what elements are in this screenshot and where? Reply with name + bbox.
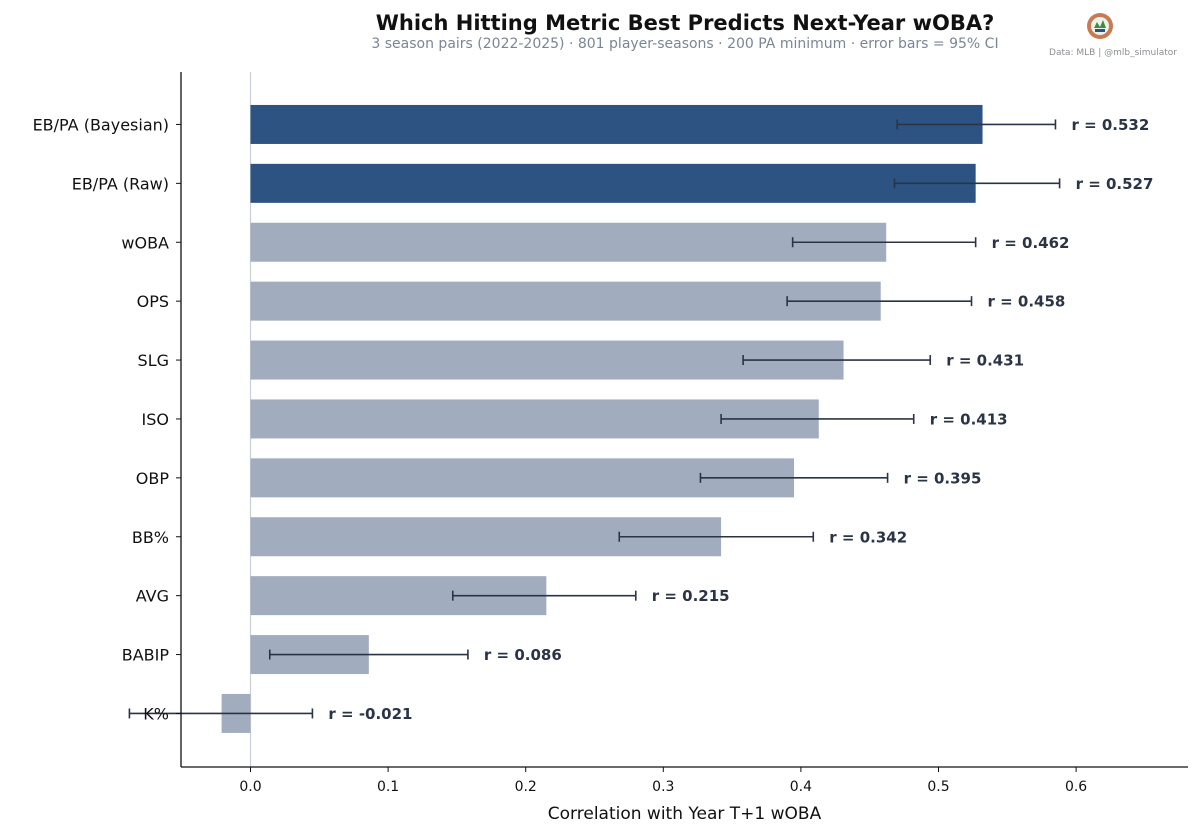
x-tick-label: 0.4: [790, 779, 812, 795]
x-tick-label: 0.3: [652, 779, 674, 795]
value-label: r = 0.395: [904, 469, 982, 487]
category-label: OPS: [137, 292, 169, 311]
value-label: r = 0.215: [652, 587, 730, 605]
brand-logo-icon: [1087, 13, 1113, 39]
x-axis-label: Correlation with Year T+1 wOBA: [548, 804, 822, 824]
chart-title: Which Hitting Metric Best Predicts Next-…: [376, 11, 995, 35]
category-label: BB%: [132, 528, 169, 547]
category-label: SLG: [138, 351, 169, 370]
category-label: K%: [143, 704, 169, 723]
plot-area: r = 0.532 EB/PA (Bayesian) r = 0.527 EB/PA …: [33, 72, 1188, 824]
x-tick-label: 0.0: [239, 779, 261, 795]
x-tick-label: 0.5: [927, 779, 949, 795]
category-label: EB/PA (Bayesian): [33, 115, 169, 134]
bar: [250, 281, 881, 321]
value-label: r = 0.527: [1076, 175, 1154, 193]
bar: [250, 104, 983, 144]
category-label: EB/PA (Raw): [72, 174, 169, 193]
value-label: r = 0.458: [988, 293, 1066, 311]
value-label: r = 0.342: [829, 528, 907, 546]
category-label: wOBA: [121, 233, 169, 252]
value-label: r = 0.532: [1071, 116, 1149, 134]
category-label: OBP: [136, 469, 170, 488]
value-label: r = 0.413: [930, 410, 1008, 428]
category-label: ISO: [142, 410, 169, 429]
bar: [250, 163, 976, 203]
value-label: r = 0.462: [992, 234, 1070, 252]
chart-subtitle: 3 season pairs (2022-2025) · 801 player-…: [371, 36, 998, 52]
data-credit: Data: MLB | @mlb_simulator: [1049, 48, 1177, 58]
x-tick-label: 0.6: [1065, 779, 1087, 795]
bar: [250, 222, 887, 262]
value-label: r = -0.021: [328, 705, 412, 723]
value-label: r = 0.431: [946, 352, 1024, 370]
x-tick-label: 0.1: [377, 779, 399, 795]
value-label: r = 0.086: [484, 646, 562, 664]
category-label: AVG: [136, 587, 169, 606]
x-tick-label: 0.2: [515, 779, 537, 795]
category-label: BABIP: [122, 646, 170, 665]
